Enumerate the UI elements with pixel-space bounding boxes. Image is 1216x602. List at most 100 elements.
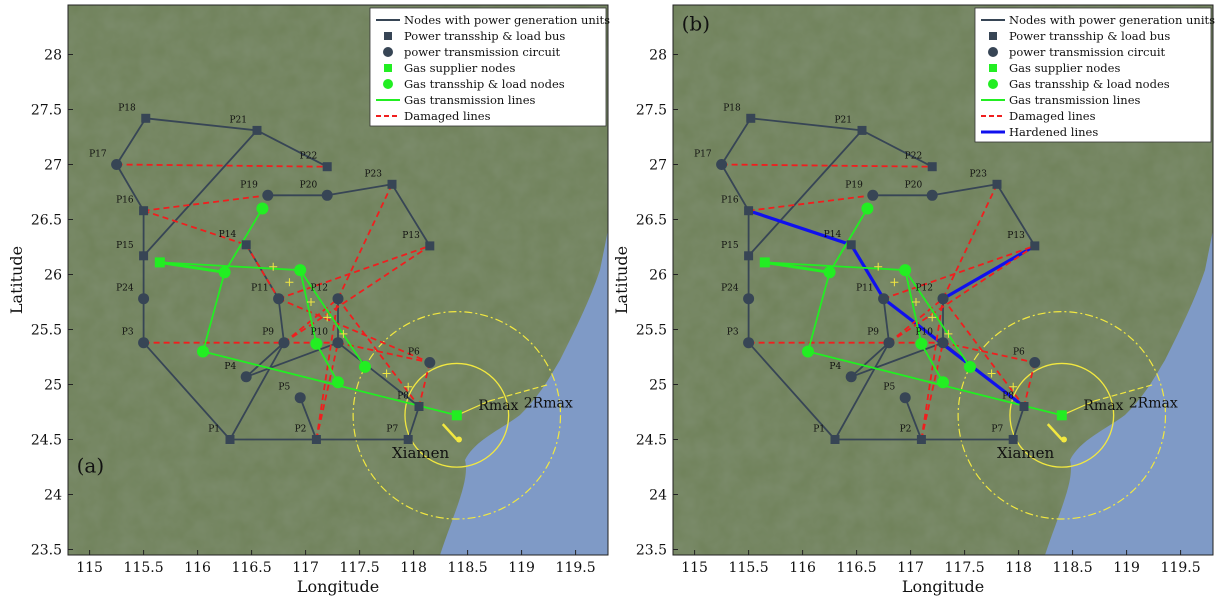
x-tick-label: 116.5 <box>232 560 272 576</box>
power-gen-node <box>294 392 306 404</box>
power-node-label: P20 <box>905 180 923 190</box>
x-tick-label: 119 <box>508 560 535 576</box>
sea-area <box>1045 5 1213 555</box>
power-line <box>327 183 393 197</box>
legend-label: Damaged lines <box>1009 109 1096 123</box>
power-line <box>115 117 147 165</box>
x-tick-label: 116 <box>789 560 816 576</box>
hardened-line <box>882 297 1025 408</box>
power-node-label: P13 <box>402 231 420 241</box>
damaged-line <box>143 209 247 246</box>
power-line <box>145 117 258 132</box>
power-node-label: P24 <box>721 284 739 294</box>
y-tick-label: 27.5 <box>31 103 62 119</box>
power-bus-node <box>744 206 754 216</box>
power-line <box>750 117 863 132</box>
power-line <box>882 298 890 343</box>
power-gen-node <box>273 293 285 305</box>
power-line <box>904 397 923 440</box>
power-node-label: P13 <box>1007 231 1025 241</box>
power-node-label: P21 <box>834 115 852 125</box>
power-line <box>850 341 944 378</box>
junction-cross-marker <box>269 262 278 271</box>
x-tick-label: 117 <box>292 560 319 576</box>
y-tick-label: 26.5 <box>636 213 667 229</box>
typhoon-circle-2rmax <box>352 311 562 520</box>
gas-trans-node <box>310 337 323 350</box>
damaged-line <box>143 194 268 212</box>
damaged-line <box>278 297 431 364</box>
power-node-label: P16 <box>116 196 134 206</box>
gas-trans-node <box>899 264 912 277</box>
city-label: Xiamen <box>392 444 450 462</box>
x-tick-label: 118.5 <box>448 560 488 576</box>
x-tick-label: 119.5 <box>1161 560 1201 576</box>
typhoon-radius-line-2 <box>489 383 549 402</box>
gas-trans-node <box>294 264 307 277</box>
y-tick-label: 26.5 <box>31 213 62 229</box>
power-line <box>834 342 890 440</box>
power-gen-node <box>332 337 344 349</box>
damaged-line <box>278 245 431 300</box>
power-bus-node <box>1008 435 1018 444</box>
power-gen-node <box>743 293 755 305</box>
city-label: Xiamen <box>997 444 1055 462</box>
rmax2-label: 2Rmax <box>1129 396 1178 412</box>
y-tick-label: 25 <box>649 378 667 394</box>
axes-frame <box>67 4 609 556</box>
y-tick-label: 25 <box>44 378 62 394</box>
y-tick-label: 27 <box>649 158 667 174</box>
power-node-label: P12 <box>915 284 933 294</box>
legend-label: Gas transship & load nodes <box>404 77 565 91</box>
power-bus-node <box>846 240 856 250</box>
power-bus-node <box>139 206 149 216</box>
power-node-label: P23 <box>969 169 987 179</box>
power-line <box>115 164 145 212</box>
map-background <box>673 5 1213 555</box>
power-gen-node <box>138 337 150 349</box>
junction-cross-marker <box>382 369 391 378</box>
power-node-label: P24 <box>116 284 134 294</box>
y-tick-label: 24.5 <box>636 433 667 449</box>
power-bus-node <box>225 435 235 444</box>
power-bus-node <box>141 113 151 123</box>
x-axis-label: Longitude <box>902 577 984 596</box>
power-bus-node <box>1019 402 1029 411</box>
power-node-label: P18 <box>723 103 741 113</box>
gas-trans-node <box>332 376 344 389</box>
typhoon-circle-rmax <box>1009 362 1115 468</box>
power-node-label: P7 <box>386 425 398 435</box>
power-node-label: P3 <box>122 328 134 338</box>
power-bus-node <box>1030 241 1040 251</box>
damaged-line <box>942 341 1035 364</box>
x-tick-label: 119.5 <box>556 560 596 576</box>
damaged-line <box>116 163 328 168</box>
typhoon-eye-marker <box>455 436 462 443</box>
gas-line <box>299 269 366 368</box>
power-line <box>299 397 318 440</box>
power-gen-node <box>321 189 333 201</box>
legend-label: Gas transmission lines <box>1009 93 1141 107</box>
legend-box <box>974 7 1212 143</box>
typhoon-circle-2rmax <box>957 311 1167 520</box>
y-axis-label: Latitude <box>7 246 26 314</box>
power-line <box>337 341 420 408</box>
gas-line <box>920 343 944 383</box>
legend-symbol <box>989 32 997 40</box>
gas-trans-node <box>964 360 976 373</box>
x-tick-label: 117 <box>897 560 924 576</box>
power-line <box>256 129 328 168</box>
legend-label: Gas supplier nodes <box>1009 61 1120 75</box>
power-node-label: P22 <box>905 152 923 162</box>
gas-trans-node <box>802 345 814 358</box>
hardened-line <box>849 243 885 300</box>
power-gen-node <box>1029 357 1041 368</box>
junction-cross-marker <box>307 298 315 306</box>
power-gen-node <box>138 293 150 305</box>
power-bus-node <box>992 179 1002 189</box>
gas-line <box>807 272 831 352</box>
gas-supplier-node <box>759 257 770 268</box>
damaged-line <box>920 342 944 440</box>
legend-label: Gas transmission lines <box>404 93 536 107</box>
power-bus-node <box>414 402 424 411</box>
